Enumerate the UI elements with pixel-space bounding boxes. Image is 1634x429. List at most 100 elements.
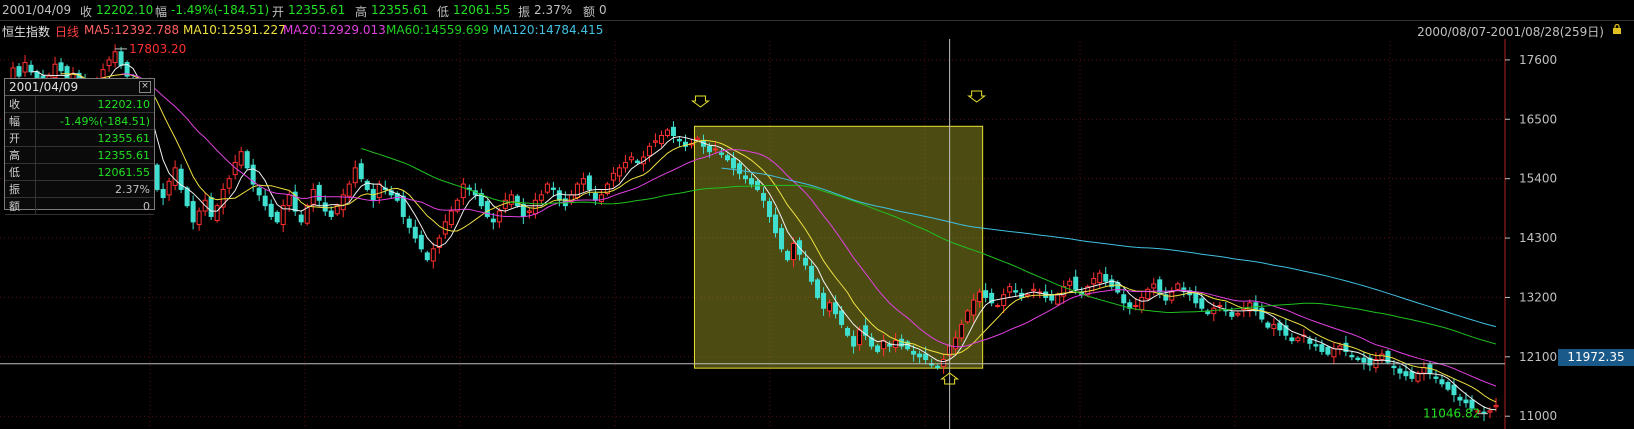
candle-body (652, 140, 658, 143)
candle-body (917, 353, 923, 358)
candle-body (1121, 294, 1127, 304)
candle-body (1091, 278, 1097, 285)
min-label: 11046.82 (1423, 407, 1480, 421)
candle-body (1475, 410, 1481, 413)
candle-body (1457, 396, 1463, 401)
candle-body (1217, 305, 1223, 308)
candle-body (839, 310, 845, 325)
info-row-value: 0 (35, 197, 154, 215)
candle-body (262, 195, 268, 207)
box-start-marker-icon[interactable] (690, 95, 710, 108)
candle-body (1271, 323, 1277, 329)
info-row-label: 收 (5, 96, 36, 113)
header-low-value: 12061.55 (453, 3, 511, 17)
info-row-value: 2.37% (35, 180, 154, 198)
candle-body (1139, 296, 1145, 311)
candle-body (724, 155, 730, 161)
ma120-line (721, 167, 1497, 328)
candle-body (598, 194, 604, 203)
ma60-value: MA60:14559.699 (386, 23, 489, 37)
candle-body (995, 305, 1001, 308)
candle-body (779, 228, 785, 250)
candlestick-chart[interactable]: 11000 12100 13200 14300 15400 16500 17600 17803… (0, 39, 1634, 429)
candle-body (1193, 292, 1199, 304)
candle-body (436, 237, 442, 248)
candle-body (773, 214, 779, 234)
info-row: 开 12355.61 (5, 129, 154, 147)
crosshair-marker-icon[interactable] (940, 372, 960, 385)
candle-body (550, 187, 556, 190)
candle-body (118, 51, 124, 66)
quote-header: 2001/04/09 收 12202.10 幅 -1.49%(-184.51) … (0, 0, 1634, 20)
header-amp-label: 振 (518, 5, 531, 19)
candle-body (1391, 365, 1397, 369)
candle-body (1181, 287, 1187, 290)
candle-body (941, 359, 947, 367)
candle-body (833, 302, 839, 315)
candle-body (1133, 305, 1139, 308)
candle-body (214, 205, 220, 222)
candle-body (989, 292, 995, 304)
y-tick-label: 13200 (1519, 290, 1557, 304)
candle-body (226, 178, 232, 189)
candle-body (1073, 276, 1079, 290)
candle-body (412, 226, 418, 239)
period-label[interactable]: 日线 (55, 25, 80, 39)
candle-body (1445, 381, 1451, 390)
candle-body (821, 292, 827, 309)
box-end-marker-icon[interactable] (967, 90, 987, 103)
candle-body (478, 193, 484, 207)
info-row-label: 额 (5, 197, 36, 215)
candle-body (328, 210, 334, 217)
candle-body (809, 265, 815, 282)
candle-body (484, 201, 490, 217)
candle-body (1175, 283, 1181, 290)
candle-body (352, 167, 358, 184)
candle-body (1097, 272, 1103, 284)
candle-body (923, 353, 929, 361)
candle-body (1397, 368, 1403, 374)
candle-body (1463, 399, 1469, 404)
candle-body (514, 195, 520, 207)
candle-body (827, 302, 833, 312)
candle-body (1007, 286, 1013, 293)
candle-body (1283, 325, 1289, 336)
info-panel-title: 2001/04/09 × (5, 79, 154, 96)
candle-body (526, 210, 532, 213)
candle-body (1157, 279, 1163, 293)
close-icon[interactable]: × (139, 81, 151, 93)
candle-body (1361, 357, 1367, 363)
candle-body (238, 151, 244, 166)
lock-icon[interactable] (1612, 24, 1622, 34)
header-low-label: 低 (437, 5, 450, 19)
y-tick-label: 14300 (1519, 231, 1557, 245)
info-row: 高 12355.61 (5, 146, 154, 164)
header-close-value: 12202.10 (96, 3, 154, 17)
selection-box[interactable] (693, 125, 984, 369)
candle-body (1415, 372, 1421, 382)
candle-body (1313, 344, 1319, 347)
header-change-value: -1.49%(-184.51) (171, 3, 270, 17)
header-high-value: 12355.61 (371, 3, 429, 17)
candle-body (616, 167, 622, 177)
candle-body (664, 129, 670, 136)
candle-body (875, 345, 881, 352)
ma20-value: MA20:12929.013 (283, 23, 386, 37)
candle-body (676, 139, 682, 142)
candle-body (52, 63, 58, 78)
candle-body (298, 214, 304, 223)
info-row: 低 12061.55 (5, 163, 154, 181)
candle-body (749, 178, 754, 185)
candle-body (1001, 294, 1007, 307)
candle-body (1355, 357, 1361, 361)
candle-body (977, 291, 983, 302)
candle-body (178, 168, 184, 190)
candle-body (358, 163, 364, 180)
candle-body (965, 310, 971, 323)
ma20-line (121, 73, 1497, 387)
candle-body (592, 193, 598, 201)
candle-body (538, 194, 544, 201)
info-table: 收 12202.10 幅 -1.49%(-184.51) 开 12355.61 高 12355… (5, 96, 154, 215)
index-name: 恒生指数 (2, 25, 51, 39)
candle-body (376, 183, 382, 199)
